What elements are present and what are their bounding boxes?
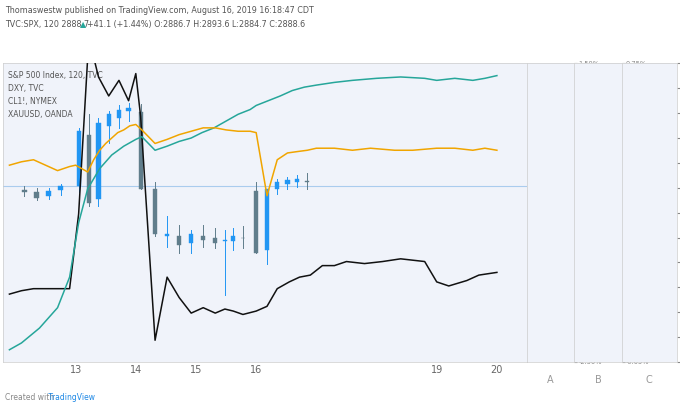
Bar (77, 131, 81, 186)
Bar (189, 234, 193, 243)
Text: Created with: Created with (5, 393, 54, 402)
Text: ▲: ▲ (80, 20, 86, 29)
Bar (107, 114, 111, 126)
Bar (165, 234, 169, 236)
Text: A: A (547, 375, 554, 385)
Bar (286, 180, 290, 184)
Bar (35, 192, 39, 198)
Text: S&P 500 Index, 120, TVC
DXY, TVC
CL1!, NYMEX
XAUUSD, OANDA: S&P 500 Index, 120, TVC DXY, TVC CL1!, N… (7, 71, 102, 119)
Bar (87, 135, 91, 202)
Text: TVC:SPX, 120 2888.7: TVC:SPX, 120 2888.7 (5, 20, 92, 29)
Bar (46, 191, 50, 196)
Bar (177, 236, 182, 245)
Bar (117, 110, 121, 118)
Text: +41.1 (+1.44%) O:2886.7 H:2893.6 L:2884.7 C:2888.6: +41.1 (+1.44%) O:2886.7 H:2893.6 L:2884.… (87, 20, 305, 29)
Bar (97, 123, 101, 199)
Text: Thomaswestw published on TradingView.com, August 16, 2019 16:18:47 CDT: Thomaswestw published on TradingView.com… (5, 6, 314, 15)
Text: B: B (595, 375, 601, 385)
Bar (223, 240, 227, 241)
Bar (139, 112, 143, 189)
Bar (295, 179, 299, 182)
Bar (153, 189, 157, 234)
Bar (231, 236, 235, 241)
Text: TradingView: TradingView (46, 393, 95, 402)
Bar (22, 190, 27, 192)
Bar (265, 189, 269, 250)
Bar (201, 236, 205, 240)
Bar (213, 238, 218, 243)
Bar (254, 191, 258, 254)
Bar (58, 186, 63, 190)
Bar (275, 182, 279, 189)
Text: C: C (646, 375, 653, 385)
Bar (126, 108, 131, 111)
